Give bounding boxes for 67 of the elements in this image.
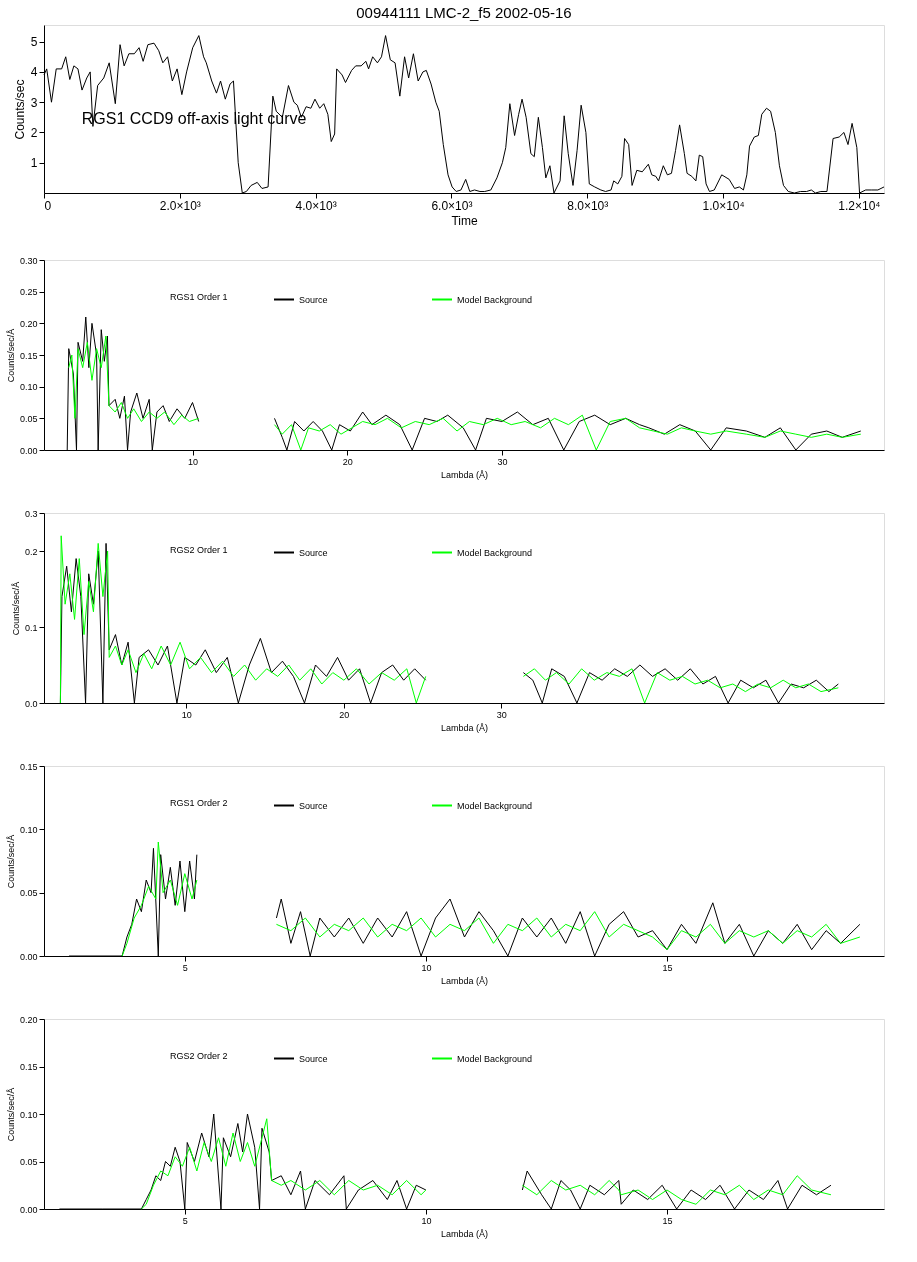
x-tick-label: 15 <box>662 1215 673 1226</box>
x-tick-label: 20 <box>339 709 350 720</box>
x-axis-title: Time <box>451 213 478 228</box>
legend-title: RGS2 Order 2 <box>170 1050 228 1061</box>
x-tick-label: 10 <box>421 1215 432 1226</box>
x-axis-title: Lambda (Å) <box>440 1228 489 1239</box>
x-axis-title: Lambda (Å) <box>440 469 489 480</box>
y-tick-label: 0.05 <box>19 888 38 899</box>
legend-label: Model Background <box>457 547 533 558</box>
y-tick-label: 0.10 <box>19 382 38 393</box>
y-tick-label: 0.1 <box>24 622 38 633</box>
y-axis-title: Counts/sec/Å <box>10 581 21 636</box>
y-tick-label: 0.00 <box>19 445 38 456</box>
legend-label: Model Background <box>457 1053 533 1064</box>
legend-title: RGS1 Order 1 <box>170 291 228 302</box>
x-tick-label: 4.0×10³ <box>295 198 337 213</box>
y-tick-label: 0.20 <box>19 1014 38 1025</box>
x-tick-label: 5 <box>182 1215 188 1226</box>
legend-label: Source <box>299 800 328 811</box>
y-tick-label: 0.05 <box>19 1157 38 1167</box>
x-tick-label: 20 <box>342 456 353 467</box>
x-tick-label: 6.0×10³ <box>431 198 473 213</box>
y-axis-title: Counts/sec/Å <box>5 834 16 889</box>
chart-title: 00944111 LMC-2_f5 2002-05-16 <box>356 4 572 21</box>
y-tick-label: 5 <box>30 35 38 50</box>
legend-label: Model Background <box>457 294 533 305</box>
x-tick-label: 30 <box>497 456 508 467</box>
y-tick-label: 0.15 <box>19 761 38 772</box>
x-axis-title: Lambda (Å) <box>440 722 489 733</box>
y-tick-label: 3 <box>30 95 38 110</box>
y-tick-label: 0.15 <box>19 350 38 361</box>
y-tick-label: 0.05 <box>19 413 38 424</box>
y-tick-label: 0.2 <box>24 546 38 557</box>
y-axis-title: Counts/sec/Å <box>5 1087 16 1142</box>
y-tick-label: 0.25 <box>19 287 38 298</box>
x-tick-label: 8.0×10³ <box>567 198 609 213</box>
legend-label: Source <box>299 1053 328 1064</box>
x-tick-label: 30 <box>496 709 507 720</box>
x-tick-label: 0 <box>44 198 52 213</box>
y-tick-label: 0.20 <box>19 318 38 329</box>
y-tick-label: 0.00 <box>19 1204 38 1215</box>
x-tick-label: 1.2×10⁴ <box>838 198 881 213</box>
legend-title: RGS2 Order 1 <box>170 544 228 555</box>
x-tick-label: 10 <box>188 456 199 467</box>
x-tick-label: 1.0×10⁴ <box>702 198 745 213</box>
legend-label: Source <box>299 294 328 305</box>
y-tick-label: 0.10 <box>19 1109 38 1120</box>
y-tick-label: 4 <box>30 65 38 80</box>
y-tick-label: 0.3 <box>24 508 38 519</box>
x-tick-label: 2.0×10³ <box>159 198 201 213</box>
y-tick-label: 0.00 <box>19 951 38 962</box>
y-tick-label: 0.10 <box>19 824 38 835</box>
y-tick-label: 2 <box>30 125 38 140</box>
legend-label: Source <box>299 547 328 558</box>
legend-title: RGS1 Order 2 <box>170 797 228 808</box>
y-tick-label: 1 <box>30 156 38 171</box>
x-tick-label: 5 <box>182 962 188 973</box>
x-axis-title: Lambda (Å) <box>440 975 489 986</box>
x-tick-label: 10 <box>181 709 192 720</box>
y-tick-label: 0.15 <box>19 1062 38 1072</box>
y-axis-title: Counts/sec <box>12 79 27 140</box>
legend-label: Model Background <box>457 800 533 811</box>
x-tick-label: 10 <box>421 962 432 973</box>
y-axis-title: Counts/sec/Å <box>5 328 16 383</box>
y-tick-label: 0.0 <box>24 698 38 709</box>
y-tick-label: 0.30 <box>19 255 38 266</box>
x-tick-label: 15 <box>662 962 673 973</box>
